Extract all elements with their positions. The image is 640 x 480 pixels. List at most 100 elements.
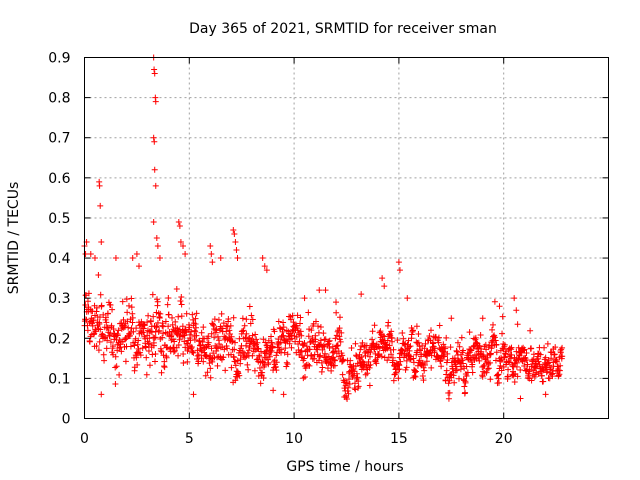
data-point: [284, 351, 291, 358]
data-point: [467, 346, 474, 353]
data-point: [211, 316, 218, 323]
data-point: [373, 360, 380, 367]
data-point: [187, 331, 194, 338]
data-point: [280, 391, 287, 398]
data-point: [272, 363, 279, 370]
data-point: [366, 353, 373, 360]
data-point: [146, 362, 153, 369]
data-point: [447, 344, 454, 351]
data-point: [535, 358, 542, 365]
data-point: [378, 353, 385, 360]
data-point: [435, 354, 442, 361]
data-point: [487, 350, 494, 357]
data-point: [552, 344, 559, 351]
data-point: [249, 332, 256, 339]
data-point: [229, 338, 236, 345]
data-point: [98, 391, 105, 398]
data-point: [101, 357, 108, 364]
data-point: [242, 342, 249, 349]
data-point: [230, 354, 237, 361]
data-point: [116, 345, 123, 352]
data-point: [154, 243, 161, 250]
data-point: [107, 302, 114, 309]
data-point: [261, 362, 268, 369]
data-point: [348, 344, 355, 351]
data-point: [176, 222, 183, 229]
data-point: [340, 356, 347, 363]
data-point: [214, 354, 221, 361]
data-point: [451, 379, 458, 386]
data-point: [230, 314, 237, 321]
data-point: [265, 359, 272, 366]
data-point: [211, 334, 218, 341]
data-point: [328, 367, 335, 374]
data-point: [492, 337, 499, 344]
data-point: [316, 287, 323, 294]
data-point: [97, 326, 104, 333]
data-point: [296, 351, 303, 358]
data-point: [296, 338, 303, 345]
data-point: [141, 321, 148, 328]
x-tick-label: 10: [285, 431, 303, 447]
grid-lines: [84, 57, 609, 419]
data-point: [516, 352, 523, 359]
data-point: [336, 314, 343, 321]
data-point: [156, 327, 163, 334]
data-point: [305, 361, 312, 368]
data-point: [322, 287, 329, 294]
data-point: [245, 366, 252, 373]
data-point: [118, 348, 125, 355]
data-point: [180, 243, 187, 250]
data-point: [517, 366, 524, 373]
data-point: [210, 350, 217, 357]
data-point: [347, 357, 354, 364]
data-point: [287, 331, 294, 338]
data-point: [427, 327, 434, 334]
data-point: [183, 310, 190, 317]
data-point: [177, 239, 184, 246]
data-point: [496, 303, 503, 310]
data-point: [245, 335, 252, 342]
data-point: [182, 251, 189, 258]
data-point: [338, 329, 345, 336]
data-point: [324, 341, 331, 348]
data-point: [254, 339, 261, 346]
data-point: [331, 348, 338, 355]
data-point: [115, 327, 122, 334]
data-point: [200, 358, 207, 365]
data-point: [324, 365, 331, 372]
data-point: [131, 342, 138, 349]
data-point: [257, 380, 264, 387]
data-point: [259, 255, 266, 262]
data-point: [344, 387, 351, 394]
data-point: [324, 356, 331, 363]
data-point: [339, 352, 346, 359]
data-point: [221, 346, 228, 353]
data-point: [243, 338, 250, 345]
data-point: [538, 372, 545, 379]
data-point: [450, 372, 457, 379]
data-point: [246, 303, 253, 310]
data-point: [183, 340, 190, 347]
data-point: [144, 327, 151, 334]
data-point: [150, 339, 157, 346]
data-point: [469, 361, 476, 368]
data-point: [461, 383, 468, 390]
data-point: [412, 373, 419, 380]
data-point: [484, 366, 491, 373]
data-point: [541, 344, 548, 351]
data-point: [408, 331, 415, 338]
data-point: [362, 371, 369, 378]
data-point: [511, 378, 518, 385]
data-point: [388, 328, 395, 335]
data-point: [436, 322, 443, 329]
data-point: [493, 341, 500, 348]
data-point: [294, 327, 301, 334]
data-point: [87, 251, 94, 258]
data-point: [286, 340, 293, 347]
data-point: [114, 332, 121, 339]
data-point: [96, 182, 103, 189]
data-point: [369, 328, 376, 335]
data-point: [517, 395, 524, 402]
data-point: [395, 375, 402, 382]
